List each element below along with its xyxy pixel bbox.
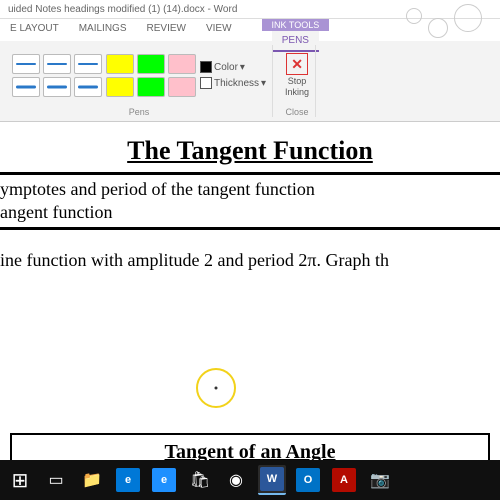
- thickness-label: Thickness: [214, 78, 259, 89]
- color-label: Color: [214, 62, 238, 73]
- taskbar-word[interactable]: W: [258, 465, 286, 495]
- tab-page-layout[interactable]: E LAYOUT: [0, 19, 69, 41]
- taskbar-camera[interactable]: 📷: [366, 466, 394, 494]
- decoration-ring: [406, 8, 422, 24]
- highlighter-swatch[interactable]: [137, 54, 165, 74]
- doc-line: angent function: [0, 202, 500, 223]
- pen-swatch[interactable]: [74, 54, 102, 74]
- taskbar-ie[interactable]: e: [150, 466, 178, 494]
- tab-review[interactable]: REVIEW: [137, 19, 196, 41]
- divider: [0, 172, 500, 175]
- color-chip-icon: [200, 61, 212, 73]
- decoration-ring: [428, 18, 448, 38]
- pen-swatch[interactable]: [12, 77, 40, 97]
- pen-swatch[interactable]: [43, 54, 71, 74]
- tab-view[interactable]: VIEW: [196, 19, 242, 41]
- tab-mailings[interactable]: MAILINGS: [69, 19, 137, 41]
- taskbar-outlook[interactable]: O: [294, 466, 322, 494]
- doc-line: ymptotes and period of the tangent funct…: [0, 179, 500, 200]
- close-icon: ✕: [286, 53, 308, 75]
- thickness-chip-icon: [200, 77, 212, 89]
- doc-line: ine function with amplitude 2 and period…: [0, 250, 500, 271]
- stop-inking-button[interactable]: ✕ Stop Inking: [285, 53, 309, 97]
- taskbar-task-view[interactable]: ▭: [42, 466, 70, 494]
- taskbar-store[interactable]: 🛍: [186, 466, 214, 494]
- taskbar-chrome[interactable]: ◉: [222, 466, 250, 494]
- ribbon-tabs: E LAYOUT MAILINGS REVIEW VIEW INK TOOLS …: [0, 19, 500, 41]
- thickness-picker[interactable]: Thickness▾: [200, 77, 266, 89]
- doc-title: The Tangent Function: [0, 136, 500, 166]
- pen-swatch[interactable]: [12, 54, 40, 74]
- highlighter-swatch[interactable]: [106, 54, 134, 74]
- cursor-highlight-icon: [196, 368, 236, 408]
- highlighter-swatch[interactable]: [137, 77, 165, 97]
- taskbar: ⊞ ▭ 📁 ee 🛍 ◉ WOA 📷: [0, 460, 500, 500]
- taskbar-file-explorer[interactable]: 📁: [78, 466, 106, 494]
- stop-label-1: Stop: [288, 76, 307, 86]
- pen-swatch[interactable]: [43, 77, 71, 97]
- document-area[interactable]: The Tangent Function ymptotes and period…: [0, 122, 500, 468]
- decoration-ring: [454, 4, 482, 32]
- ribbon: Color▾ Thickness▾ Pens ✕ Stop Inking Clo…: [0, 41, 500, 122]
- contextual-tab-group: INK TOOLS: [262, 19, 330, 31]
- taskbar-edge[interactable]: e: [114, 466, 142, 494]
- ribbon-group-close: ✕ Stop Inking Close: [279, 45, 316, 117]
- group-label-pens: Pens: [129, 107, 150, 117]
- title-bar: uided Notes headings modified (1) (14).d…: [0, 0, 500, 19]
- document-page: The Tangent Function ymptotes and period…: [0, 122, 500, 468]
- highlighter-swatch[interactable]: [168, 77, 196, 97]
- highlighter-swatch[interactable]: [106, 77, 134, 97]
- ribbon-group-pens: Color▾ Thickness▾ Pens: [6, 45, 273, 117]
- stop-label-2: Inking: [285, 87, 309, 97]
- divider: [0, 227, 500, 230]
- color-picker[interactable]: Color▾: [200, 61, 245, 73]
- highlighter-swatch[interactable]: [168, 54, 196, 74]
- pen-swatch[interactable]: [74, 77, 102, 97]
- group-label-close: Close: [286, 107, 309, 117]
- document-filename: uided Notes headings modified (1) (14).d…: [8, 4, 237, 15]
- taskbar-acrobat[interactable]: A: [330, 466, 358, 494]
- taskbar-start[interactable]: ⊞: [6, 466, 34, 494]
